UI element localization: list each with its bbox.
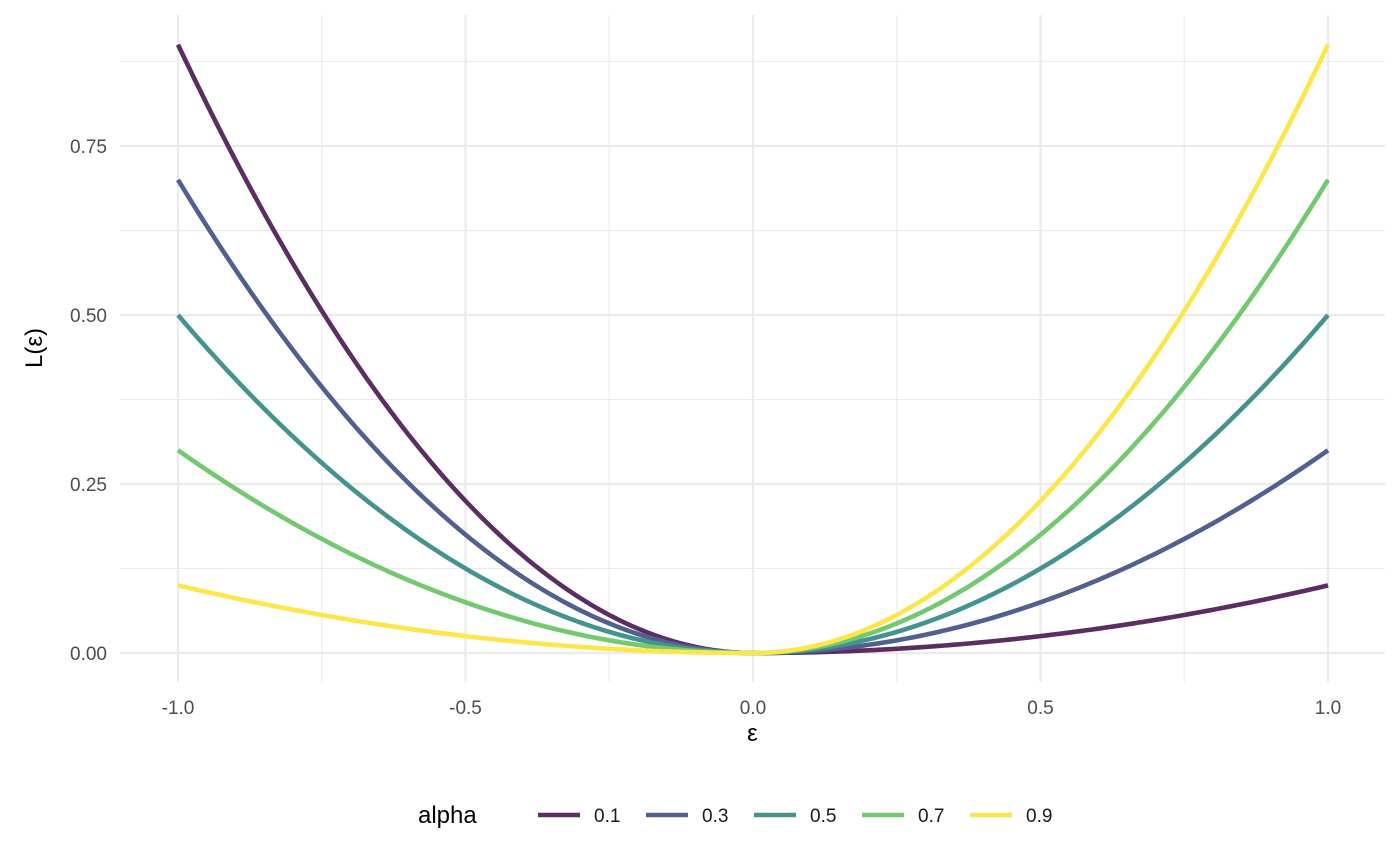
y-axis-ticks: 0.00 0.25 0.50 0.75 [70, 137, 107, 665]
x-axis-ticks: -1.0 -0.5 0.0 0.5 1.0 [162, 698, 1342, 719]
y-tick-label: 0.75 [70, 137, 107, 158]
x-tick-label: 0.0 [740, 698, 766, 719]
grid-lines [120, 15, 1385, 682]
x-tick-label: 0.5 [1027, 698, 1053, 719]
x-tick-label: 1.0 [1315, 698, 1341, 719]
y-tick-label: 0.25 [70, 475, 107, 496]
legend-label-0.1: 0.1 [594, 806, 620, 827]
series-line-alpha-0.9 [177, 43, 1331, 656]
x-tick-label: -1.0 [162, 698, 195, 719]
legend: alpha 0.1 0.3 0.5 0.7 0.9 [418, 802, 1052, 829]
legend-label-0.5: 0.5 [810, 806, 836, 827]
legend-title: alpha [418, 802, 477, 829]
y-axis-title: L(ε) [21, 328, 48, 368]
legend-label-0.3: 0.3 [702, 806, 728, 827]
x-axis-title: ε [747, 720, 758, 747]
y-tick-label: 0.00 [70, 644, 107, 665]
series-lines [175, 43, 1331, 656]
x-tick-label: -0.5 [449, 698, 482, 719]
legend-label-0.7: 0.7 [918, 806, 944, 827]
legend-label-0.9: 0.9 [1026, 806, 1052, 827]
y-tick-label: 0.50 [70, 306, 107, 327]
